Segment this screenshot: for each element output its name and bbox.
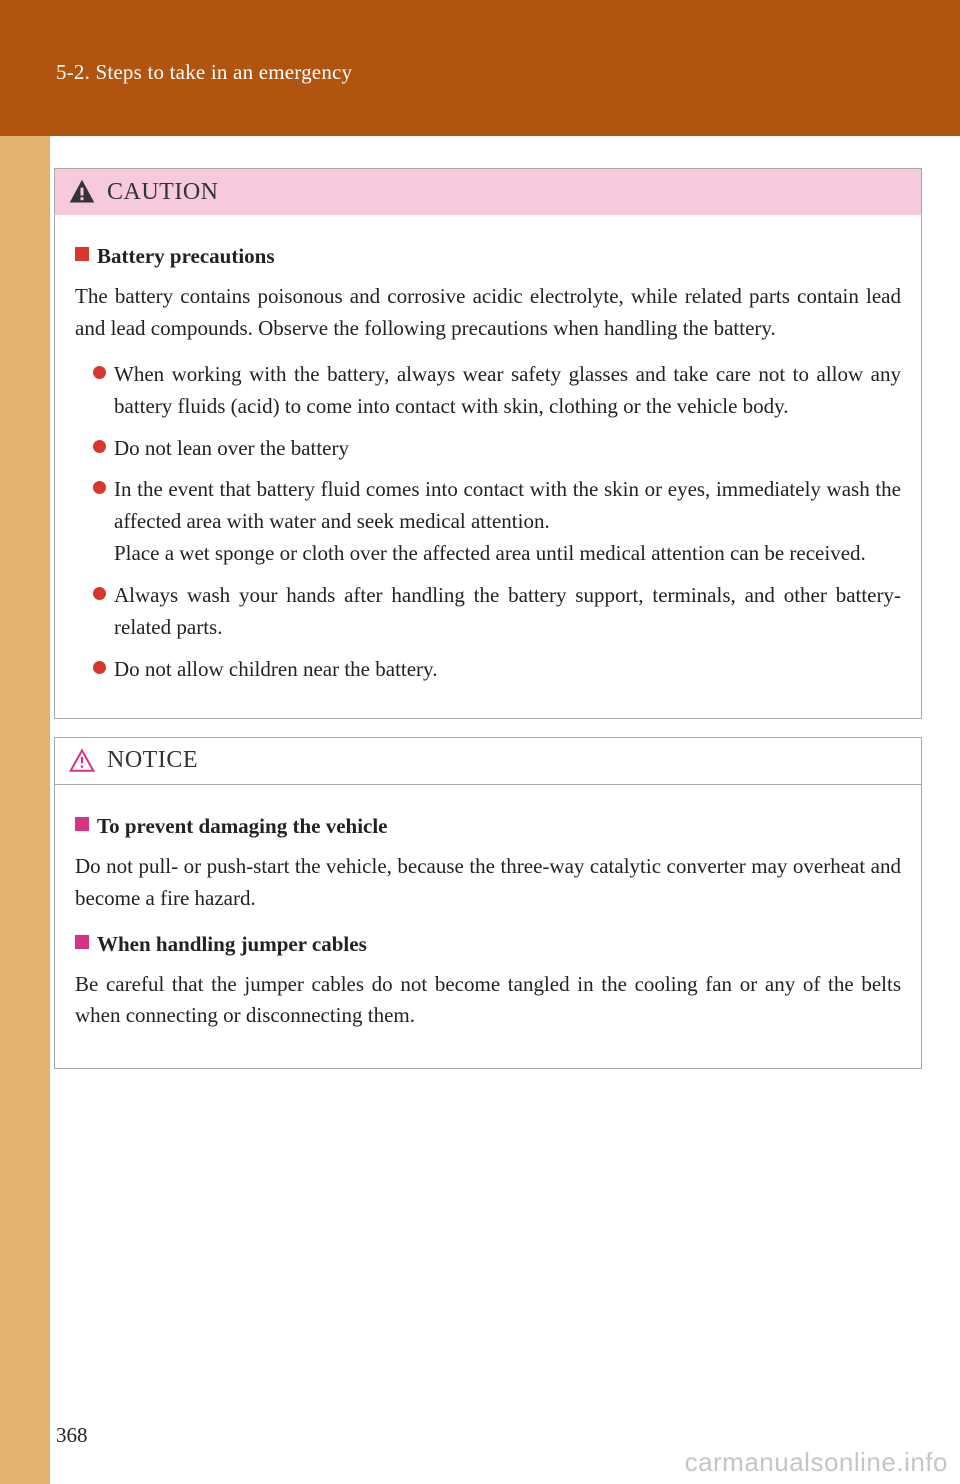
bullet-text: When working with the battery, always we… — [114, 359, 901, 423]
notice-sub-heading: When handling jumper cables — [75, 929, 901, 961]
bullet-text: Do not allow children near the battery. — [114, 654, 437, 686]
caution-bullets: When working with the battery, always we… — [93, 359, 901, 686]
caution-intro: The battery contains poisonous and corro… — [75, 281, 901, 345]
caution-box: CAUTION Battery precautions The battery … — [54, 168, 922, 719]
caution-label: CAUTION — [107, 179, 219, 206]
notice-sub-heading-text: When handling jumper cables — [97, 929, 367, 961]
caution-sub-heading: Battery precautions — [75, 241, 901, 273]
notice-sub: When handling jumper cables Be careful t… — [75, 929, 901, 1033]
square-bullet-icon — [75, 817, 89, 831]
square-bullet-icon — [75, 935, 89, 949]
dot-icon — [93, 440, 106, 453]
bullet-item: Always wash your hands after handling th… — [93, 580, 901, 644]
page-content: CAUTION Battery precautions The battery … — [54, 168, 922, 1087]
bullet-text: In the event that battery fluid comes in… — [114, 474, 901, 570]
dot-icon — [93, 366, 106, 379]
square-bullet-icon — [75, 247, 89, 261]
warning-icon — [67, 177, 97, 207]
notice-sub-heading-text: To prevent damaging the vehicle — [97, 811, 388, 843]
bullet-item: When working with the battery, always we… — [93, 359, 901, 423]
notice-header: NOTICE — [55, 738, 921, 785]
notice-body: To prevent damaging the vehicle Do not p… — [55, 785, 921, 1068]
bullet-item: In the event that battery fluid comes in… — [93, 474, 901, 570]
side-band — [0, 136, 50, 1484]
bullet-text: Do not lean over the battery — [114, 433, 349, 465]
bullet-item: Do not allow children near the battery. — [93, 654, 901, 686]
notice-box: NOTICE To prevent damaging the vehicle D… — [54, 737, 922, 1069]
dot-icon — [93, 587, 106, 600]
bullet-item: Do not lean over the battery — [93, 433, 901, 465]
dot-icon — [93, 481, 106, 494]
notice-label: NOTICE — [107, 747, 198, 774]
caution-body: Battery precautions The battery contains… — [55, 215, 921, 718]
notice-sub: To prevent damaging the vehicle Do not p… — [75, 811, 901, 915]
watermark: carmanualsonline.info — [685, 1447, 948, 1478]
page-number: 368 — [56, 1423, 88, 1448]
notice-sub-heading: To prevent damaging the vehicle — [75, 811, 901, 843]
notice-sub-text: Be careful that the jumper cables do not… — [75, 969, 901, 1033]
caution-sub-heading-text: Battery precautions — [97, 241, 275, 273]
dot-icon — [93, 661, 106, 674]
bullet-text: Always wash your hands after handling th… — [114, 580, 901, 644]
section-title: 5-2. Steps to take in an emergency — [56, 60, 352, 85]
notice-icon — [67, 746, 97, 776]
caution-sub: Battery precautions The battery contains… — [75, 241, 901, 686]
caution-header: CAUTION — [55, 169, 921, 215]
notice-sub-text: Do not pull- or push-start the vehicle, … — [75, 851, 901, 915]
